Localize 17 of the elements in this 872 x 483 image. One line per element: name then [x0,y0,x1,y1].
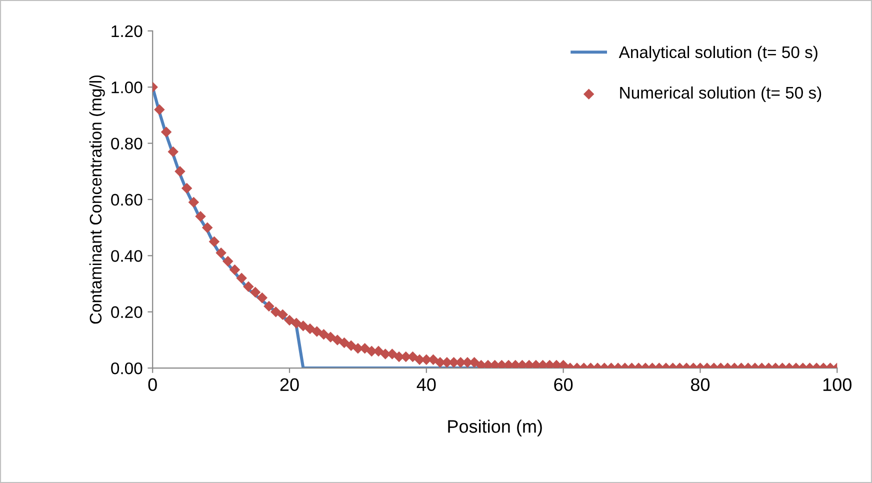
legend-label: Analytical solution (t= 50 s) [618,46,818,62]
y-tick-label: 0.20 [111,306,142,318]
legend-label: Numerical solution (t= 50 s) [620,86,822,102]
x-axis-title: Position (m) [448,420,542,436]
y-tick-label: 0.40 [111,250,142,262]
x-tick-label: 100 [823,378,852,392]
x-tick-label: 40 [416,378,436,392]
y-tick-label: 0.60 [111,194,142,206]
y-tick-label: 0.80 [111,138,142,150]
y-tick-label: 1.20 [112,25,142,38]
x-tick-label: 20 [280,378,299,392]
y-axis-title: Contaminant Concentration (mg/l) [89,75,105,324]
x-tick-label: 80 [690,378,710,392]
y-tick-label: 0.00 [111,362,142,374]
x-tick-label: 0 [148,378,157,392]
x-tick-label: 60 [554,378,573,392]
y-tick-label: 1.00 [112,82,142,94]
